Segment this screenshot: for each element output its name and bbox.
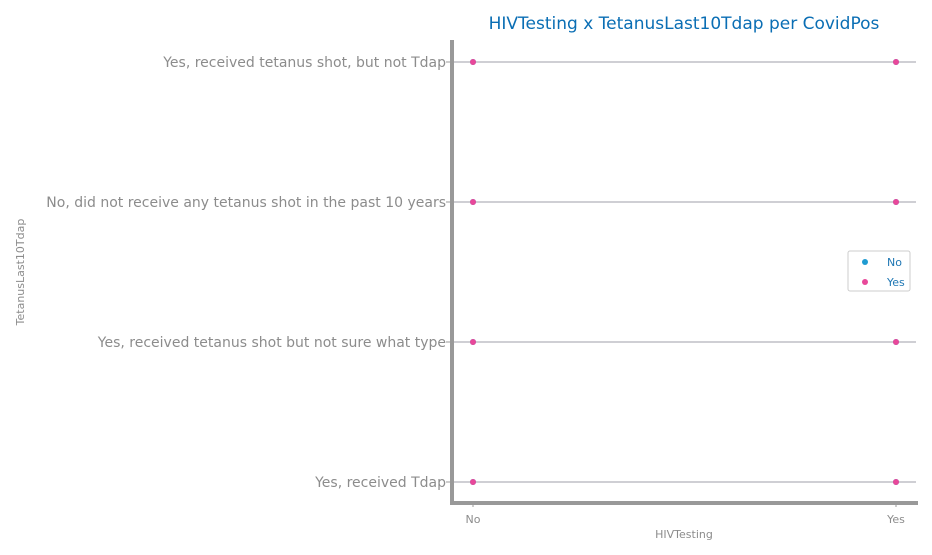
y-axis-label: TetanusLast10Tdap [14, 219, 27, 327]
data-point [470, 199, 476, 205]
series-no [470, 59, 899, 485]
legend: No Yes [847, 250, 911, 292]
gridlines [452, 61, 916, 483]
data-points [470, 59, 899, 485]
legend-marker [862, 279, 868, 285]
data-point [893, 59, 899, 65]
chart-title: HIVTesting x TetanusLast10Tdap per Covid… [489, 14, 880, 34]
data-point [470, 479, 476, 485]
y-tick-label: Yes, received tetanus shot, but not Tdap [162, 55, 446, 71]
y-tick-label: Yes, received Tdap [314, 475, 446, 491]
x-axis-label: HIVTesting [655, 528, 713, 541]
legend-label: No [887, 256, 902, 269]
y-tick-label: No, did not receive any tetanus shot in … [46, 195, 446, 211]
legend-label: Yes [886, 276, 905, 289]
data-point [893, 199, 899, 205]
legend-marker [862, 259, 868, 265]
data-point [470, 339, 476, 345]
data-point [893, 479, 899, 485]
data-point [893, 339, 899, 345]
x-tick-label: No [466, 513, 481, 526]
y-tick-labels: Yes, received Tdap Yes, received tetanus … [46, 55, 452, 491]
y-tick-label: Yes, received tetanus shot but not sure … [97, 335, 446, 351]
x-tick-label: Yes [886, 513, 905, 526]
data-point [470, 59, 476, 65]
series-yes [470, 59, 899, 485]
